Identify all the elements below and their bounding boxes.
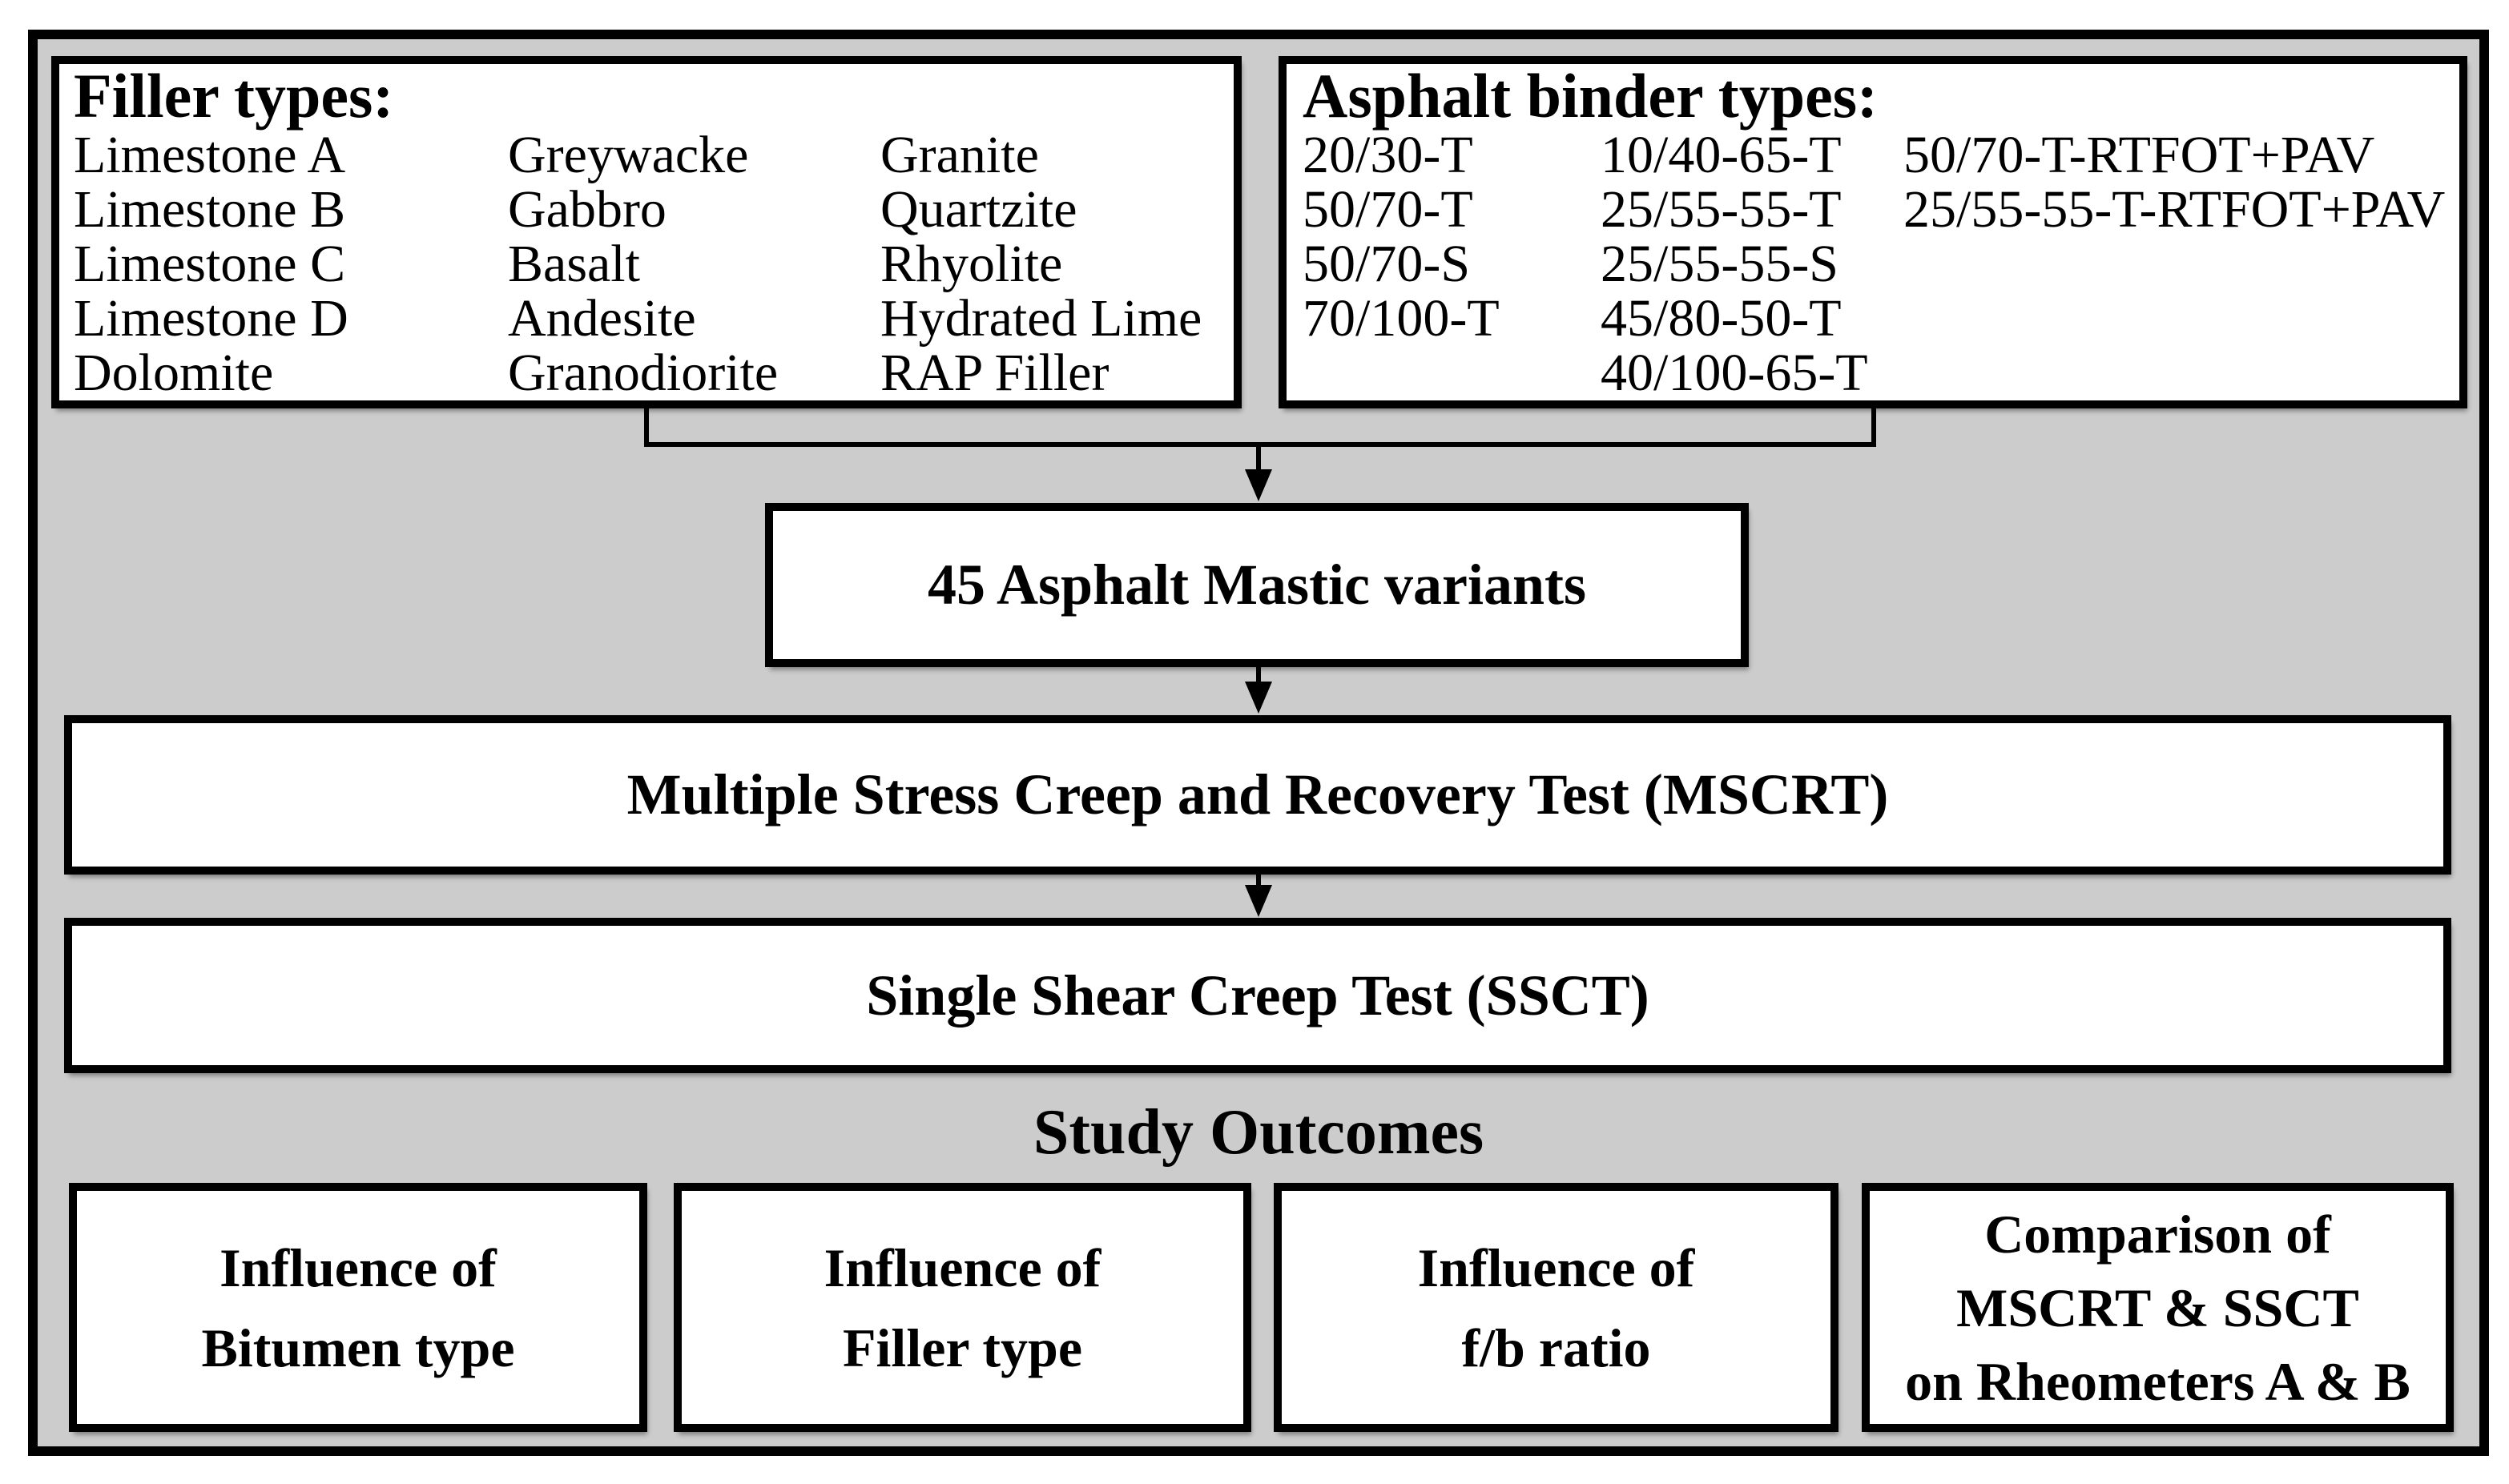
- outcome-line: Influence of: [1417, 1237, 1695, 1298]
- filler-column-1: Limestone A Limestone B Limestone C Lime…: [74, 128, 508, 400]
- outcome-line: MSCRT & SSCT: [1956, 1277, 2359, 1338]
- binder-item: 45/80-50-T: [1601, 289, 1842, 348]
- outcome-line: Influence of: [219, 1237, 497, 1298]
- filler-types-columns: Limestone A Limestone B Limestone C Lime…: [74, 128, 1234, 400]
- filler-item: Limestone C: [74, 235, 346, 293]
- binder-item: 40/100-65-T: [1601, 344, 1868, 402]
- filler-item: RAP Filler: [880, 344, 1110, 402]
- binder-column-1: 20/30-T 50/70-T 50/70-S 70/100-T: [1303, 128, 1601, 346]
- asphalt-binder-types-title: Asphalt binder types:: [1303, 61, 1879, 131]
- binder-column-2: 10/40-65-T 25/55-55-T 25/55-55-S 45/80-5…: [1601, 128, 1903, 400]
- mscrt-box: Multiple Stress Creep and Recovery Test …: [64, 715, 2451, 875]
- outcome-line: Comparison of: [1984, 1203, 2331, 1265]
- binder-item: 10/40-65-T: [1601, 126, 1842, 184]
- filler-types-title: Filler types:: [74, 61, 394, 131]
- outcome-line: Filler type: [843, 1317, 1082, 1378]
- binder-item: 25/55-55-T-RTFOT+PAV: [1903, 180, 2446, 239]
- mscrt-label: Multiple Stress Creep and Recovery Test …: [626, 762, 1889, 826]
- outcome-line: f/b ratio: [1461, 1317, 1651, 1378]
- outcome-line: Influence of: [824, 1237, 1101, 1298]
- binder-item: 50/70-T-RTFOT+PAV: [1903, 126, 2375, 184]
- binder-item: 25/55-55-T: [1601, 180, 1842, 239]
- filler-item: Andesite: [508, 289, 696, 348]
- binder-item: 70/100-T: [1303, 289, 1500, 348]
- filler-column-2: Greywacke Gabbro Basalt Andesite Granodi…: [508, 128, 880, 400]
- filler-item: Limestone B: [74, 180, 346, 239]
- filler-item: Limestone D: [74, 289, 348, 348]
- outcome-box-fb-ratio: Influence of f/b ratio: [1274, 1183, 1838, 1432]
- filler-item: Granite: [880, 126, 1039, 184]
- filler-item: Limestone A: [74, 126, 346, 184]
- filler-types-box: Filler types: Limestone A Limestone B Li…: [51, 56, 1242, 408]
- binder-column-3: 50/70-T-RTFOT+PAV 25/55-55-T-RTFOT+PAV: [1903, 128, 2459, 237]
- mastic-variants-box: 45 Asphalt Mastic variants: [765, 503, 1749, 667]
- filler-item: Basalt: [508, 235, 640, 293]
- arrow-to-mscrt-head: [1245, 682, 1272, 714]
- binder-types-columns: 20/30-T 50/70-T 50/70-S 70/100-T 10/40-6…: [1303, 128, 2459, 400]
- binder-item: 50/70-T: [1303, 180, 1473, 239]
- filler-column-3: Granite Quartzite Rhyolite Hydrated Lime…: [880, 128, 1234, 400]
- filler-item: Hydrated Lime: [880, 289, 1202, 348]
- filler-item: Granodiorite: [508, 344, 779, 402]
- binder-item: 20/30-T: [1303, 126, 1473, 184]
- filler-item: Dolomite: [74, 344, 274, 402]
- binder-item: 50/70-S: [1303, 235, 1471, 293]
- study-outcomes-heading: Study Outcomes: [1033, 1097, 1484, 1168]
- filler-item: Rhyolite: [880, 235, 1063, 293]
- outcome-line: on Rheometers A & B: [1905, 1350, 2410, 1412]
- ssct-label: Single Shear Creep Test (SSCT): [866, 963, 1649, 1028]
- outcome-box-filler-type: Influence of Filler type: [674, 1183, 1251, 1432]
- binder-item: 25/55-55-S: [1601, 235, 1838, 293]
- outcome-box-bitumen-type: Influence of Bitumen type: [69, 1183, 647, 1432]
- filler-item: Quartzite: [880, 180, 1077, 239]
- arrow-to-ssct-head: [1245, 885, 1272, 917]
- outcome-box-rheometer-comparison: Comparison of MSCRT & SSCT on Rheometers…: [1862, 1183, 2454, 1432]
- mastic-variants-label: 45 Asphalt Mastic variants: [927, 553, 1587, 617]
- arrow-to-mastic-head: [1245, 469, 1272, 501]
- ssct-box: Single Shear Creep Test (SSCT): [64, 918, 2451, 1073]
- filler-item: Greywacke: [508, 126, 749, 184]
- outcome-line: Bitumen type: [201, 1317, 515, 1378]
- merge-bracket-line: [644, 404, 1876, 447]
- filler-item: Gabbro: [508, 180, 667, 239]
- asphalt-binder-types-box: Asphalt binder types: 20/30-T 50/70-T 50…: [1279, 56, 2467, 408]
